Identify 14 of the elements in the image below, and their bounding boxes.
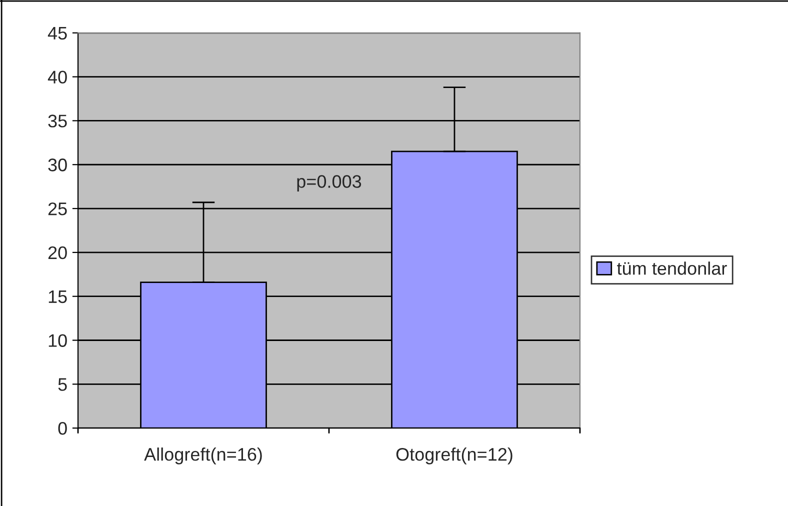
y-tick-label: 40 xyxy=(48,70,67,84)
y-tick-label: 30 xyxy=(48,158,67,172)
y-tick-label: 25 xyxy=(48,202,67,216)
y-tick-label: 5 xyxy=(58,378,67,391)
y-tick-label: 15 xyxy=(48,290,67,304)
y-tick-label: 45 xyxy=(48,27,67,40)
annotation: p=0.003 xyxy=(297,175,362,192)
x-tick-label: Allogreft(n=16) xyxy=(144,448,262,464)
legend-label: tüm tendonlar xyxy=(617,262,727,275)
y-tick-label: 20 xyxy=(48,246,67,260)
y-tick-label: 0 xyxy=(58,422,67,435)
x-tick-label: Otogreft(n=12) xyxy=(396,448,512,464)
y-tick-label: 35 xyxy=(48,114,67,128)
y-tick-label: 10 xyxy=(48,334,67,347)
